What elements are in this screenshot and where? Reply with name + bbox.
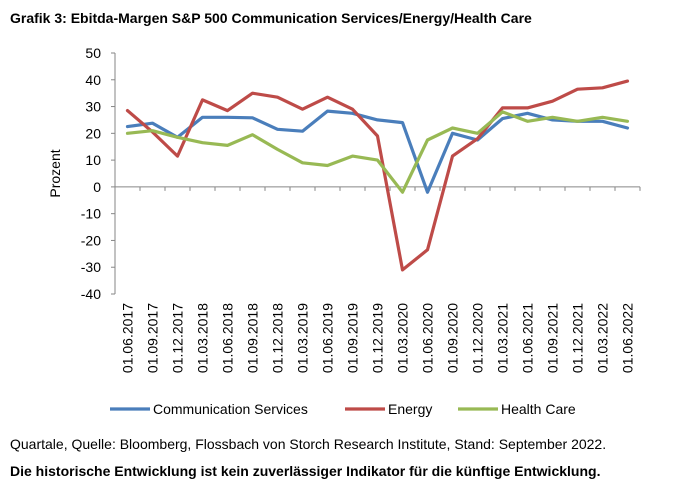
series-line-communication-services (125, 109, 630, 194)
y-tick-label: 40 (85, 72, 101, 88)
x-tick-label: 01.03.2020 (395, 303, 411, 373)
x-tick-label: 01.06.2017 (120, 303, 136, 373)
x-tick-label: 01.06.2019 (320, 303, 336, 373)
x-tick-label: 01.09.2020 (445, 303, 461, 373)
x-tick-label: 01.09.2019 (345, 303, 361, 373)
x-tick-label: 01.09.2017 (145, 303, 161, 373)
legend-label: Energy (388, 401, 432, 417)
y-tick-label: 0 (93, 179, 101, 195)
legend-label: Health Care (501, 401, 576, 417)
x-tick-label: 01.12.2017 (170, 303, 186, 373)
x-tick-label: 01.06.2018 (220, 303, 236, 373)
y-tick-label: 10 (85, 152, 101, 168)
y-axis-label: Prozent (47, 149, 63, 197)
x-tick-label: 01.12.2021 (570, 303, 586, 373)
disclaimer-note: Die historische Entwicklung ist kein zuv… (10, 463, 601, 479)
chart-title: Grafik 3: Ebitda-Margen S&P 500 Communic… (10, 10, 532, 26)
y-tick-label: -40 (81, 286, 101, 302)
y-axis: -40 -30 -20 -10 0 10 20 30 40 50 Prozent (47, 45, 116, 302)
x-tick-label: 01.12.2018 (270, 303, 286, 373)
x-tick-label: 01.06.2022 (620, 303, 636, 373)
y-tick-label: -10 (81, 206, 101, 222)
line-chart: -40 -30 -20 -10 0 10 20 30 40 50 Prozent 01.06.201… (47, 45, 641, 417)
series-line-health-care (125, 110, 630, 194)
x-tick-label: 01.12.2019 (370, 303, 386, 373)
x-axis: 01.06.2017 01.09.2017 01.12.2017 01.03.2018… (114, 186, 641, 373)
legend-label: Communication Services (153, 401, 308, 417)
y-tick-label: 20 (85, 125, 101, 141)
y-tick-label: -20 (81, 232, 101, 248)
x-tick-label: 01.03.2018 (195, 303, 211, 373)
x-tick-label: 01.12.2020 (470, 303, 486, 373)
source-note: Quartale, Quelle: Bloomberg, Flossbach v… (10, 436, 607, 452)
y-tick-label: 30 (85, 99, 101, 115)
x-tick-label: 01.09.2018 (245, 303, 261, 373)
series-lines (125, 79, 630, 272)
y-tick-label: -30 (81, 259, 101, 275)
series-line-energy (125, 79, 630, 272)
x-tick-label: 01.03.2019 (295, 303, 311, 373)
x-tick-label: 01.06.2021 (520, 303, 536, 373)
x-tick-label: 01.03.2021 (495, 303, 511, 373)
legend: Communication Services Energy Health Care (110, 401, 576, 417)
x-tick-label: 01.06.2020 (420, 303, 436, 373)
y-tick-label: 50 (85, 45, 101, 61)
x-tick-label: 01.03.2022 (595, 303, 611, 373)
x-tick-label: 01.09.2021 (545, 303, 561, 373)
